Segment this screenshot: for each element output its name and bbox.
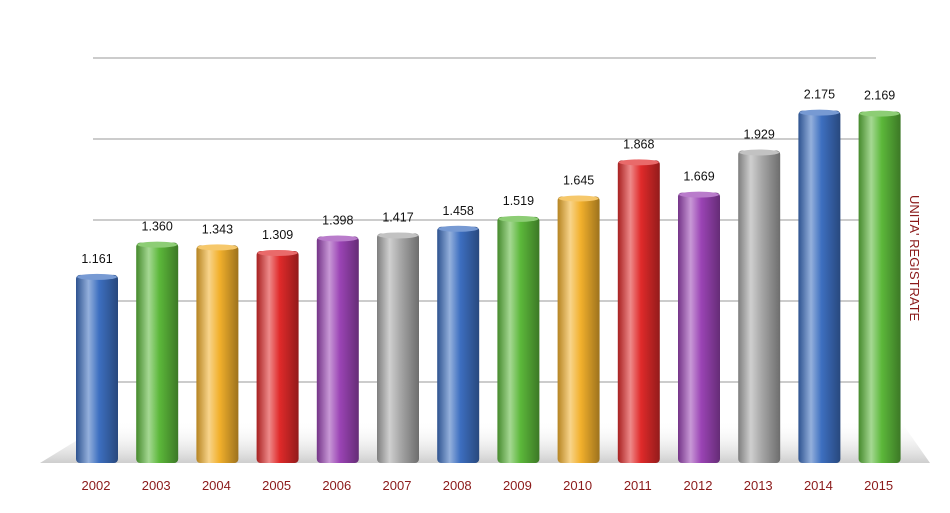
- value-label-2010: 1.645: [563, 174, 594, 188]
- x-tick-2003: 2003: [142, 478, 171, 493]
- value-label-2008: 1.458: [443, 204, 474, 218]
- x-tick-2010: 2010: [563, 478, 592, 493]
- value-label-2004: 1.343: [202, 222, 233, 236]
- x-tick-2014: 2014: [804, 478, 833, 493]
- bar-cap-2003: [137, 241, 178, 248]
- bar-cap-2013: [739, 149, 780, 156]
- bar-cap-2009: [498, 215, 539, 222]
- bar-2006: [316, 236, 359, 463]
- x-tick-2012: 2012: [684, 478, 713, 493]
- y-axis-title: UNITA' REGISTRATE: [907, 195, 922, 322]
- value-labels: 1.161 1.360 1.343 1.309 1.398 1.417 1.458 1.519…: [81, 88, 895, 266]
- x-tick-2005: 2005: [262, 478, 291, 493]
- value-label-2002: 1.161: [81, 252, 112, 266]
- bar-cap-2014: [799, 109, 840, 116]
- value-label-2007: 1.417: [382, 210, 413, 224]
- value-label-2015: 2.169: [864, 89, 895, 103]
- bar-2008: [437, 226, 480, 463]
- bar-cap-2007: [378, 232, 418, 239]
- x-tick-2009: 2009: [503, 478, 532, 493]
- bar-2009: [497, 216, 540, 463]
- bar-cap-2008: [438, 225, 479, 232]
- x-tick-2004: 2004: [202, 478, 231, 493]
- x-tick-2006: 2006: [322, 478, 351, 493]
- bar-cap-2002: [77, 273, 117, 280]
- value-label-2014: 2.175: [804, 88, 835, 102]
- value-label-2011: 1.868: [623, 137, 654, 151]
- bar-cap-2005: [257, 249, 298, 256]
- bar-2002: [76, 274, 118, 463]
- bar-cap-2015: [859, 110, 900, 117]
- bar-2011: [617, 160, 660, 463]
- value-label-2003: 1.360: [142, 220, 173, 234]
- x-tick-2008: 2008: [443, 478, 472, 493]
- bar-2014: [798, 110, 841, 464]
- bar-2007: [377, 233, 419, 463]
- value-label-2005: 1.309: [262, 228, 293, 242]
- bar-cap-2004: [197, 244, 238, 251]
- bar-cap-2011: [618, 159, 659, 166]
- bar-2015: [858, 111, 901, 463]
- value-label-2006: 1.398: [322, 214, 353, 228]
- bar-cap-2010: [558, 195, 599, 202]
- bar-2010: [557, 196, 600, 463]
- x-tick-2015: 2015: [864, 478, 893, 493]
- x-tick-2007: 2007: [383, 478, 412, 493]
- bar-2013: [738, 150, 781, 463]
- value-label-2013: 1.929: [744, 128, 775, 142]
- x-tick-2002: 2002: [82, 478, 111, 493]
- bar-2005: [256, 250, 299, 463]
- value-label-2009: 1.519: [503, 194, 534, 208]
- x-tick-2013: 2013: [744, 478, 773, 493]
- x-tick-2011: 2011: [624, 478, 652, 493]
- bar-cap-2006: [317, 235, 358, 242]
- value-label-2012: 1.669: [683, 170, 714, 184]
- bar-cap-2012: [679, 191, 719, 198]
- bar-2004: [196, 245, 239, 463]
- bars: [76, 109, 901, 464]
- bar-2012: [678, 192, 720, 463]
- bar-2003: [136, 242, 179, 463]
- x-axis-ticks: 2002 2003 2004 2005 2006 2007 2008 2009 2010 2011…: [82, 478, 894, 493]
